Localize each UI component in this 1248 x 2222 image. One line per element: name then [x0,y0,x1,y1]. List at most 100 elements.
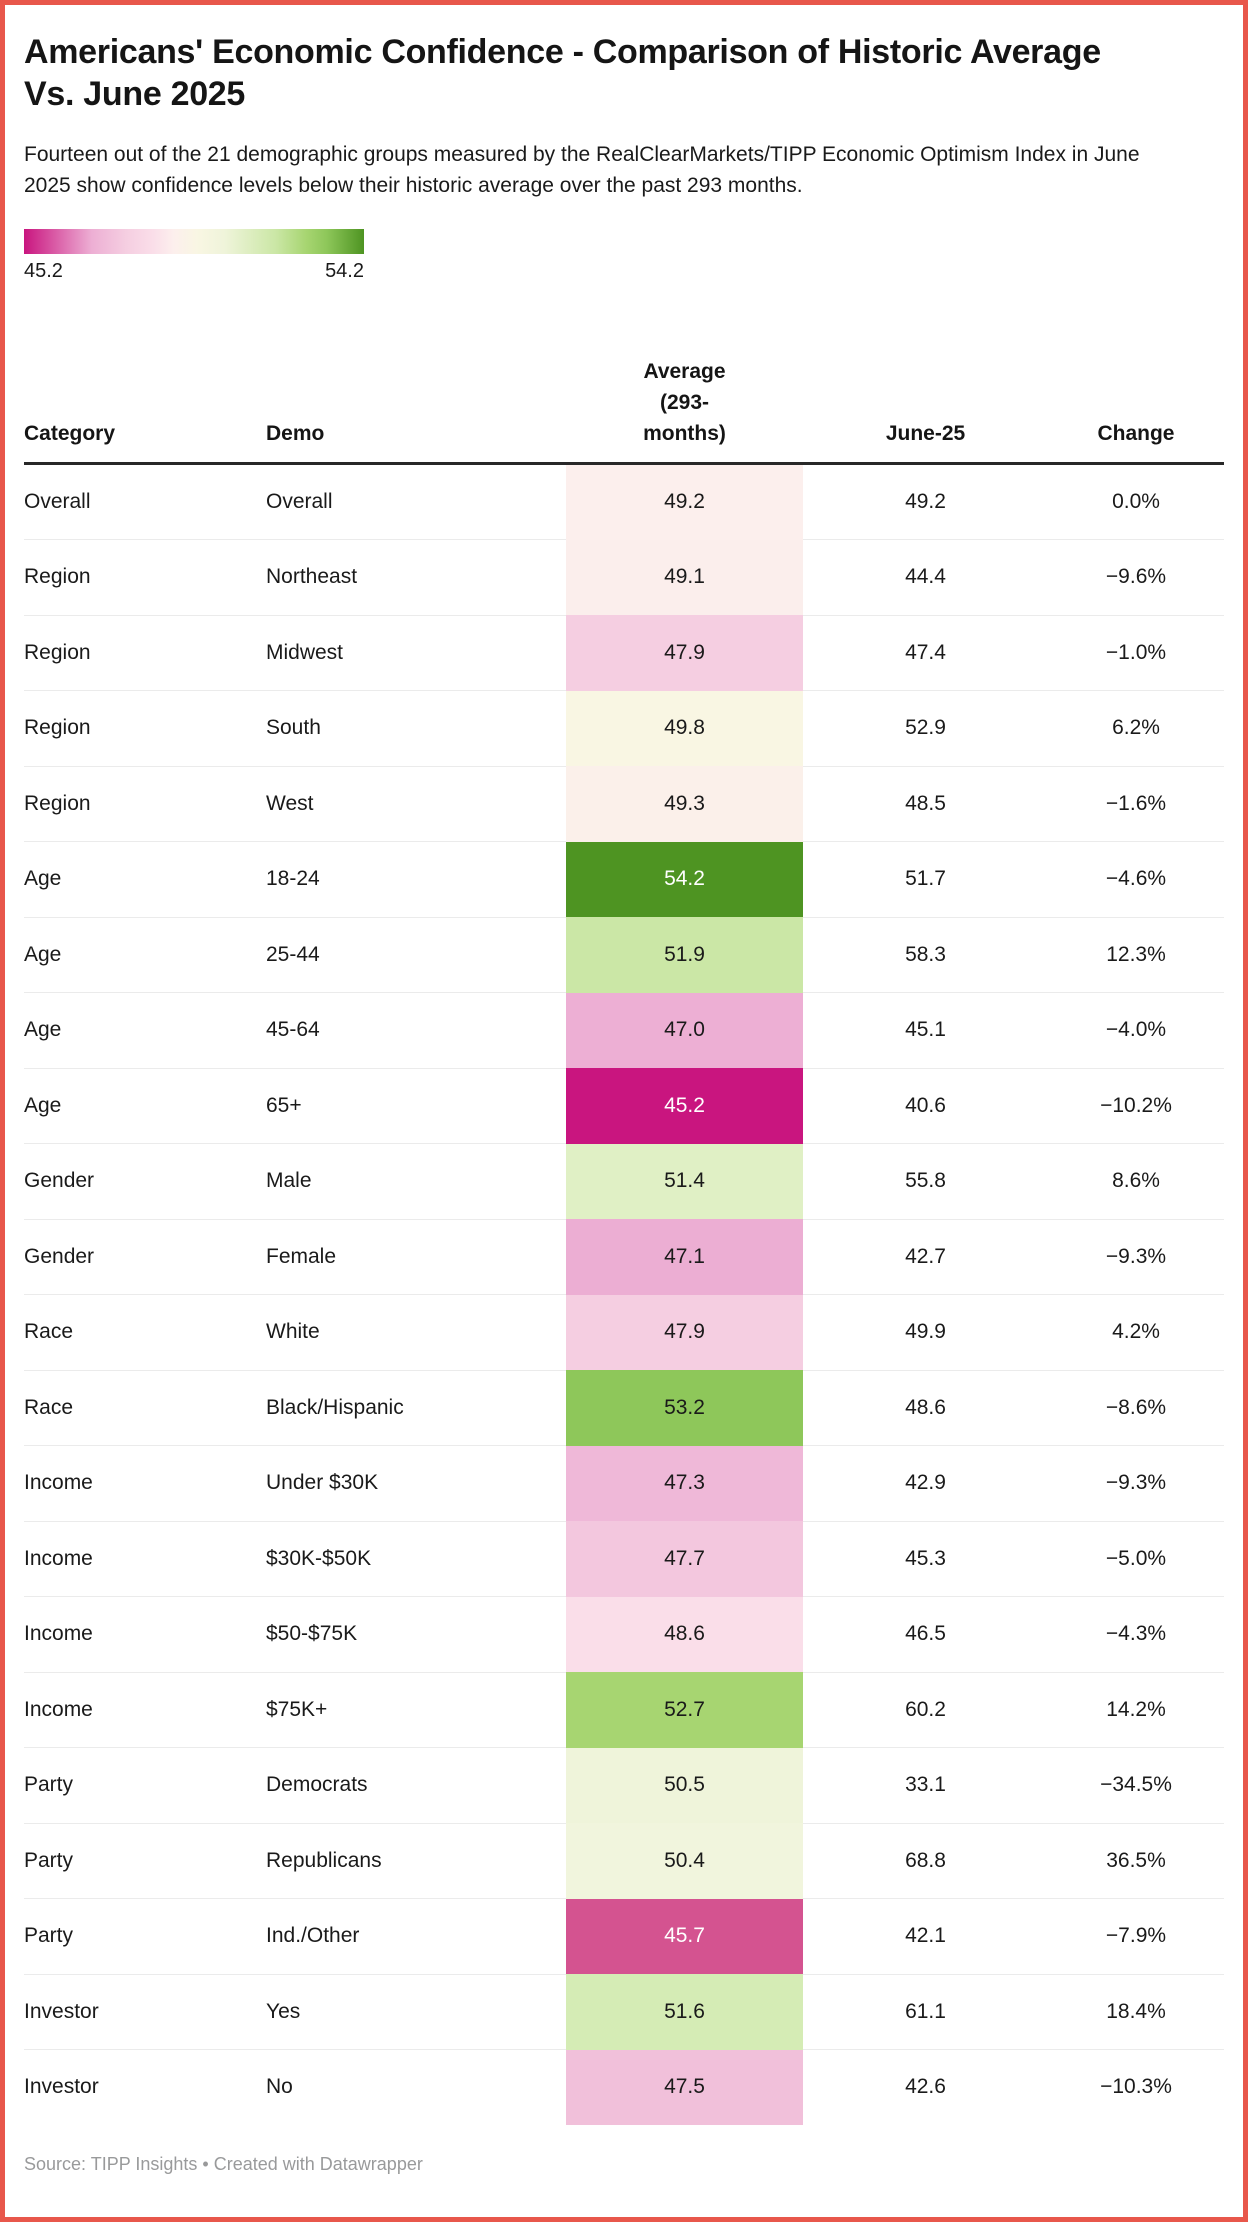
table-row: Overall Overall 49.2 49.2 0.0% [24,463,1224,540]
cell-demo: $75K+ [266,1671,566,1748]
cell-demo: $50-$75K [266,1596,566,1672]
cell-average: 47.0 [566,992,803,1068]
cell-demo: Black/Hispanic [266,1369,566,1446]
cell-change: 4.2% [1048,1294,1224,1370]
cell-june25: 49.9 [803,1294,1048,1370]
table-row: Age 65+ 45.2 40.6 −10.2% [24,1067,1224,1144]
cell-category: Region [24,614,266,691]
cell-june25: 55.8 [803,1143,1048,1219]
column-header-average-label: Average (293-months) [643,359,726,445]
cell-category: Gender [24,1143,266,1219]
cell-june25: 48.6 [803,1369,1048,1446]
cell-average: 51.4 [566,1143,803,1219]
cell-change: 6.2% [1048,690,1224,766]
cell-demo: Female [266,1218,566,1295]
cell-average: 45.2 [566,1068,803,1144]
column-header-change: Change [1048,313,1224,465]
table-row: Region West 49.3 48.5 −1.6% [24,765,1224,842]
cell-june25: 60.2 [803,1671,1048,1748]
cell-june25: 68.8 [803,1822,1048,1899]
cell-category: Income [24,1445,266,1521]
table-row: Income $75K+ 52.7 60.2 14.2% [24,1671,1224,1748]
column-header-june25: June-25 [803,313,1048,465]
cell-average: 47.7 [566,1521,803,1597]
legend-max-label: 54.2 [325,260,364,282]
cell-demo: South [266,690,566,766]
cell-average: 49.3 [566,766,803,842]
legend-min-label: 45.2 [24,260,63,282]
cell-demo: $30K-$50K [266,1520,566,1597]
cell-category: Region [24,539,266,615]
cell-average: 47.1 [566,1219,803,1295]
cell-change: 36.5% [1048,1822,1224,1899]
cell-june25: 51.7 [803,841,1048,917]
source-attribution: Source: TIPP Insights • Created with Dat… [24,2153,423,2174]
cell-demo: Under $30K [266,1445,566,1521]
cell-category: Investor [24,2049,266,2125]
cell-june25: 44.4 [803,539,1048,615]
cell-average: 47.3 [566,1445,803,1521]
cell-average: 48.6 [566,1596,803,1672]
cell-average: 49.8 [566,690,803,766]
cell-average: 50.4 [566,1823,803,1899]
table-row: Party Democrats 50.5 33.1 −34.5% [24,1747,1224,1823]
cell-average: 51.9 [566,917,803,993]
column-header-demo: Demo [266,313,566,465]
cell-change: −1.6% [1048,765,1224,842]
cell-change: −4.0% [1048,992,1224,1068]
cell-change: −9.3% [1048,1218,1224,1295]
cell-category: Income [24,1520,266,1597]
cell-category: Gender [24,1218,266,1295]
cell-demo: Democrats [266,1747,566,1823]
cell-demo: Overall [266,489,333,513]
cell-demo: No [266,2049,566,2125]
cell-category: Party [24,1747,266,1823]
cell-change: 18.4% [1048,1973,1224,2050]
table-row: Income $30K-$50K 47.7 45.3 −5.0% [24,1520,1224,1597]
cell-june25: 45.3 [803,1520,1048,1597]
cell-change: −4.3% [1048,1596,1224,1672]
table-row: Race White 47.9 49.9 4.2% [24,1294,1224,1370]
column-header-average: Average (293-months) [566,313,803,465]
table-row: Investor Yes 51.6 61.1 18.4% [24,1973,1224,2050]
cell-change: −7.9% [1048,1898,1224,1974]
cell-june25: 47.4 [803,614,1048,691]
cell-category: Age [24,1067,266,1144]
chart-description: Fourteen out of the 21 demographic group… [24,143,1140,197]
cell-average: 52.7 [566,1672,803,1748]
cell-change: 12.3% [1048,916,1224,993]
cell-average: 47.5 [566,2049,803,2125]
cell-category: Race [24,1369,266,1446]
table-row: Region South 49.8 52.9 6.2% [24,690,1224,766]
cell-average: 47.9 [566,1294,803,1370]
column-header-category: Category [24,313,266,465]
cell-demo: 18-24 [266,841,566,917]
cell-category: Region [24,765,266,842]
table-row: Race Black/Hispanic 53.2 48.6 −8.6% [24,1369,1224,1446]
table-row: Party Ind./Other 45.7 42.1 −7.9% [24,1898,1224,1974]
cell-category: Income [24,1596,266,1672]
table-row: Investor No 47.5 42.6 −10.3% [24,2049,1224,2125]
cell-average: 50.5 [566,1747,803,1823]
cell-change: 14.2% [1048,1671,1224,1748]
cell-change: −34.5% [1048,1747,1224,1823]
cell-category: Party [24,1822,266,1899]
cell-june25: 45.1 [803,992,1048,1068]
cell-demo: Republicans [266,1822,566,1899]
cell-demo: Male [266,1143,566,1219]
chart-title: Americans' Economic Confidence - Compari… [24,33,1101,113]
cell-demo: 25-44 [266,916,566,993]
cell-category: Age [24,841,266,917]
legend-labels: 45.2 54.2 [24,259,364,283]
cell-june25: 42.6 [803,2049,1048,2125]
cell-demo: 45-64 [266,992,566,1068]
cell-change: −8.6% [1048,1369,1224,1446]
table-row: Age 45-64 47.0 45.1 −4.0% [24,992,1224,1068]
cell-category: Age [24,992,266,1068]
table-row: Income Under $30K 47.3 42.9 −9.3% [24,1445,1224,1521]
cell-average: 51.6 [566,1974,803,2050]
cell-category: Investor [24,1973,266,2050]
cell-change: −4.6% [1048,841,1224,917]
cell-category: Region [24,690,266,766]
